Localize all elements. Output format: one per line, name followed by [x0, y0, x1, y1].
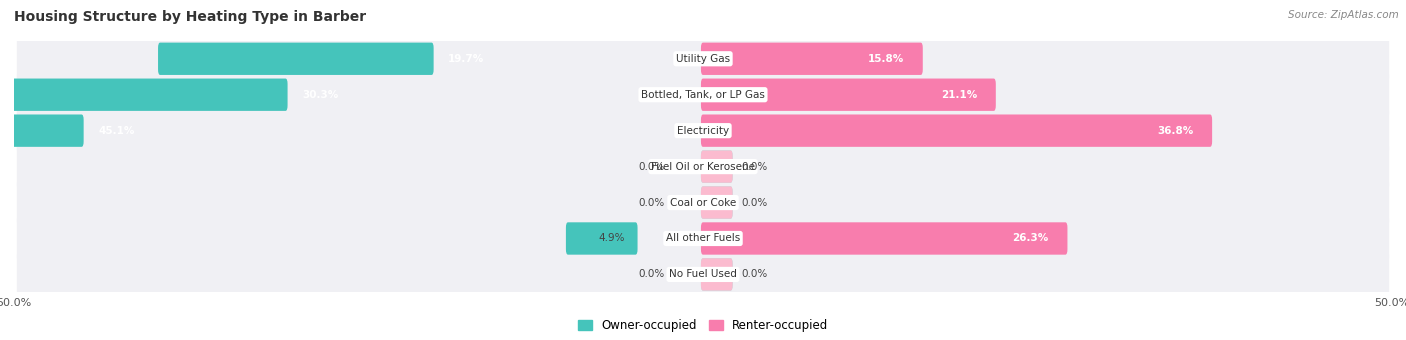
FancyBboxPatch shape [702, 79, 995, 111]
Text: 26.3%: 26.3% [1012, 234, 1049, 243]
Text: Coal or Coke: Coal or Coke [669, 198, 737, 207]
Text: 30.3%: 30.3% [302, 90, 339, 100]
FancyBboxPatch shape [17, 67, 1389, 122]
FancyBboxPatch shape [17, 211, 1389, 266]
Text: 45.1%: 45.1% [98, 126, 135, 136]
Text: Electricity: Electricity [676, 126, 730, 136]
Text: Source: ZipAtlas.com: Source: ZipAtlas.com [1288, 10, 1399, 20]
FancyBboxPatch shape [0, 115, 83, 147]
Text: All other Fuels: All other Fuels [666, 234, 740, 243]
FancyBboxPatch shape [702, 258, 733, 291]
Text: 4.9%: 4.9% [598, 234, 624, 243]
FancyBboxPatch shape [0, 79, 288, 111]
FancyBboxPatch shape [702, 115, 1212, 147]
FancyBboxPatch shape [157, 42, 433, 75]
FancyBboxPatch shape [17, 32, 1389, 86]
FancyBboxPatch shape [17, 175, 1389, 230]
Text: Utility Gas: Utility Gas [676, 54, 730, 64]
Text: 0.0%: 0.0% [741, 269, 768, 279]
Text: 0.0%: 0.0% [741, 198, 768, 207]
FancyBboxPatch shape [702, 186, 733, 219]
FancyBboxPatch shape [702, 222, 1067, 255]
FancyBboxPatch shape [17, 103, 1389, 158]
Text: 0.0%: 0.0% [638, 198, 665, 207]
FancyBboxPatch shape [702, 258, 733, 291]
Text: 0.0%: 0.0% [741, 162, 768, 172]
FancyBboxPatch shape [17, 247, 1389, 302]
FancyBboxPatch shape [702, 42, 922, 75]
FancyBboxPatch shape [702, 150, 733, 183]
Text: 0.0%: 0.0% [638, 162, 665, 172]
Text: 36.8%: 36.8% [1157, 126, 1194, 136]
Text: 15.8%: 15.8% [868, 54, 904, 64]
FancyBboxPatch shape [702, 150, 733, 183]
Text: Bottled, Tank, or LP Gas: Bottled, Tank, or LP Gas [641, 90, 765, 100]
Legend: Owner-occupied, Renter-occupied: Owner-occupied, Renter-occupied [578, 319, 828, 332]
FancyBboxPatch shape [565, 222, 637, 255]
Text: 0.0%: 0.0% [638, 269, 665, 279]
Text: 19.7%: 19.7% [449, 54, 484, 64]
FancyBboxPatch shape [702, 186, 733, 219]
Text: 21.1%: 21.1% [941, 90, 977, 100]
Text: Housing Structure by Heating Type in Barber: Housing Structure by Heating Type in Bar… [14, 10, 366, 24]
Text: No Fuel Used: No Fuel Used [669, 269, 737, 279]
FancyBboxPatch shape [17, 139, 1389, 194]
Text: Fuel Oil or Kerosene: Fuel Oil or Kerosene [651, 162, 755, 172]
